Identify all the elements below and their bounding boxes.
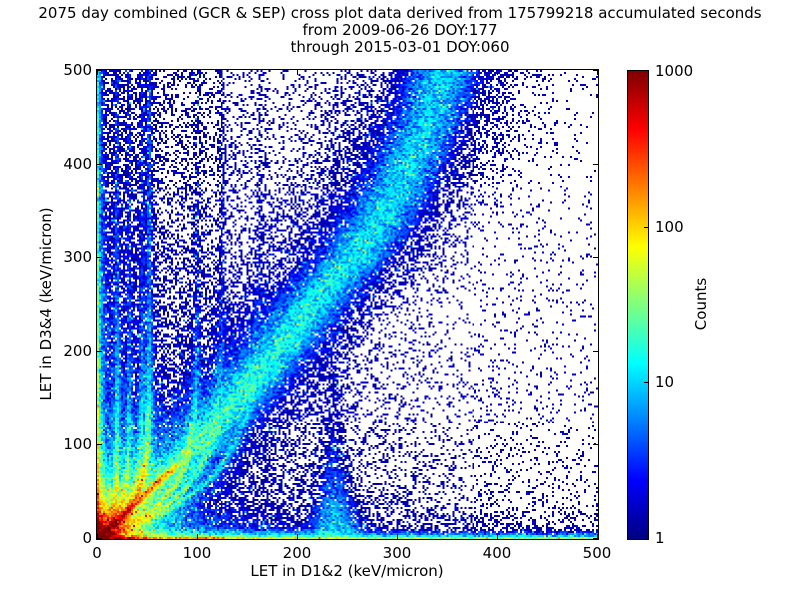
y-tick-mark: [97, 164, 102, 165]
y-tick-label: 0: [82, 529, 92, 547]
y-tick-mark-right: [593, 538, 598, 539]
y-tick-mark: [97, 257, 102, 258]
y-tick-mark: [97, 444, 102, 445]
x-tick-label: 300: [382, 544, 412, 562]
colorbar-gradient: [628, 71, 648, 539]
x-tick-mark-top: [297, 70, 298, 75]
y-tick-mark-right: [593, 257, 598, 258]
x-tick-label: 500: [582, 544, 612, 562]
colorbar-tick-mark: [644, 382, 648, 383]
colorbar-tick-label: 1000: [655, 62, 694, 80]
chart-title-line2: from 2009-06-26 DOY:177: [302, 21, 498, 39]
y-tick-label: 200: [63, 342, 92, 360]
colorbar-label: Counts: [692, 277, 710, 331]
y-axis-label: LET in D3&4 (keV/micron): [37, 207, 55, 401]
colorbar-tick-mark: [644, 227, 648, 228]
x-tick-mark-top: [397, 70, 398, 75]
y-tick-label: 500: [63, 61, 92, 79]
x-tick-mark-top: [497, 70, 498, 75]
colorbar-tick-label: 10: [655, 373, 675, 391]
y-tick-mark-right: [593, 444, 598, 445]
y-tick-label: 400: [63, 155, 92, 173]
x-tick-label: 400: [482, 544, 512, 562]
y-tick-mark-right: [593, 164, 598, 165]
x-tick-label: 100: [182, 544, 212, 562]
colorbar-tick-label: 1: [655, 529, 665, 547]
heatmap-canvas: [97, 70, 598, 539]
plot-area: [96, 69, 599, 540]
y-tick-label: 300: [63, 248, 92, 266]
y-tick-mark: [97, 351, 102, 352]
x-tick-mark-top: [597, 70, 598, 75]
x-tick-mark: [397, 534, 398, 539]
y-tick-mark: [97, 70, 102, 71]
x-tick-mark: [597, 534, 598, 539]
x-tick-label: 200: [282, 544, 312, 562]
colorbar-tick-label: 100: [655, 218, 684, 236]
chart-title-line1: 2075 day combined (GCR & SEP) cross plot…: [38, 4, 762, 22]
y-tick-mark: [97, 538, 102, 539]
y-tick-label: 100: [63, 435, 92, 453]
colorbar: [627, 70, 649, 540]
x-tick-mark-top: [197, 70, 198, 75]
chart-title: 2075 day combined (GCR & SEP) cross plot…: [0, 5, 800, 56]
x-axis-label: LET in D1&2 (keV/micron): [250, 562, 444, 580]
y-tick-mark-right: [593, 351, 598, 352]
x-tick-mark: [297, 534, 298, 539]
y-tick-mark-right: [593, 70, 598, 71]
x-tick-mark: [97, 534, 98, 539]
x-tick-mark: [197, 534, 198, 539]
chart-title-line3: through 2015-03-01 DOY:060: [290, 38, 510, 56]
x-tick-label: 0: [92, 544, 102, 562]
x-tick-mark-top: [97, 70, 98, 75]
x-tick-mark: [497, 534, 498, 539]
